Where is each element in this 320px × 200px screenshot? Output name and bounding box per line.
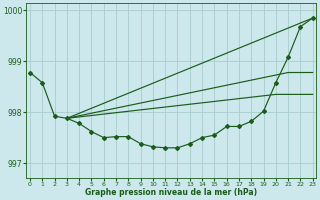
X-axis label: Graphe pression niveau de la mer (hPa): Graphe pression niveau de la mer (hPa): [85, 188, 257, 197]
